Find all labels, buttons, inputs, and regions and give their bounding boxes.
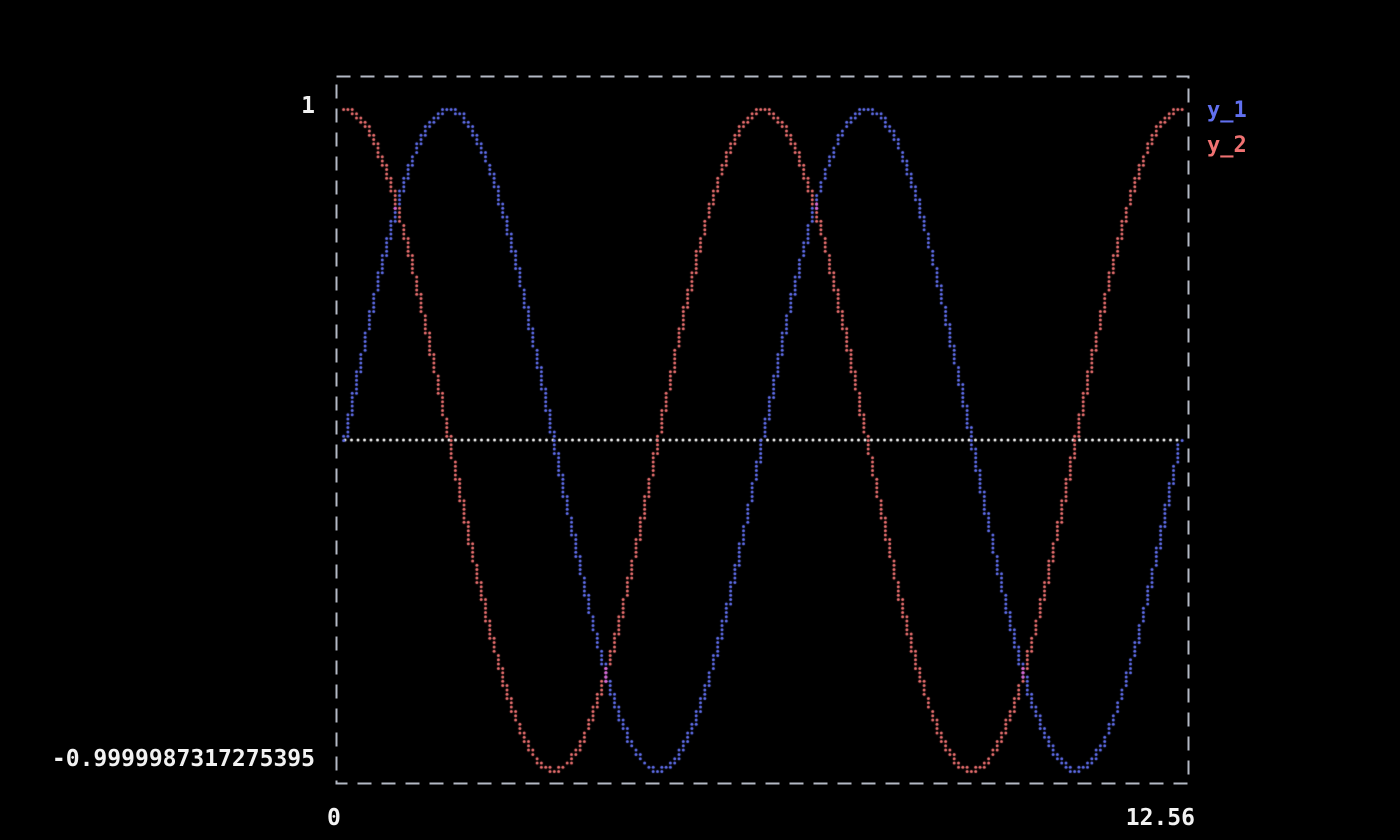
legend-item-y1: y_1 — [1207, 98, 1247, 123]
legend: y_1 y_2 — [1207, 99, 1247, 169]
legend-item-y2: y_2 — [1207, 133, 1247, 158]
x-axis-max-label: 12.56 — [1125, 805, 1195, 831]
x-axis-min-label: 0 — [327, 805, 341, 831]
y-axis-max-label: 1 — [301, 93, 315, 119]
y-axis-min-label: -0.9999987317275395 — [51, 746, 315, 772]
plot-canvas — [335, 75, 1190, 785]
